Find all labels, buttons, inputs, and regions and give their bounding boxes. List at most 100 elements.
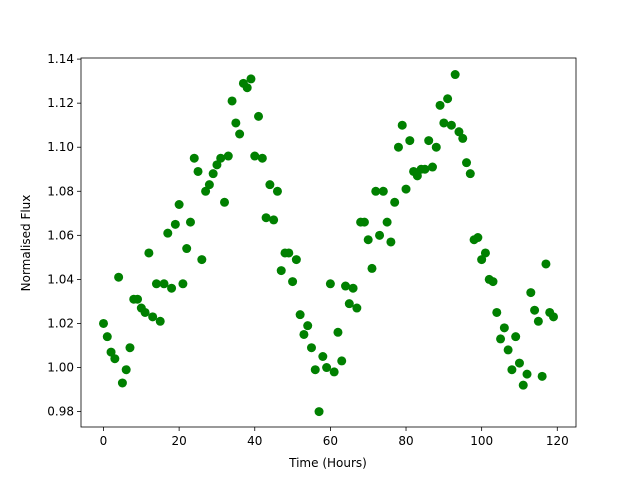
point bbox=[299, 329, 309, 339]
point bbox=[133, 294, 143, 304]
point bbox=[306, 343, 316, 353]
point bbox=[291, 255, 301, 265]
point bbox=[314, 407, 324, 417]
point bbox=[261, 213, 271, 223]
point bbox=[208, 169, 218, 179]
point bbox=[155, 316, 165, 326]
point bbox=[257, 153, 267, 163]
point bbox=[375, 230, 385, 240]
point bbox=[201, 186, 211, 196]
x-tick-label: 120 bbox=[546, 434, 569, 448]
point bbox=[167, 283, 177, 293]
x-tick-label: 0 bbox=[100, 434, 108, 448]
x-tick-label: 80 bbox=[398, 434, 413, 448]
point bbox=[514, 358, 524, 368]
point bbox=[454, 127, 464, 137]
point bbox=[378, 186, 388, 196]
point bbox=[499, 323, 509, 333]
point bbox=[480, 248, 490, 258]
point bbox=[397, 120, 407, 130]
point bbox=[106, 347, 116, 357]
point bbox=[114, 272, 124, 282]
point bbox=[216, 153, 226, 163]
point bbox=[144, 248, 154, 258]
point bbox=[193, 166, 203, 176]
point bbox=[352, 303, 362, 313]
point bbox=[295, 310, 305, 320]
point bbox=[511, 332, 521, 342]
point bbox=[329, 367, 339, 377]
point bbox=[477, 255, 487, 265]
point bbox=[269, 215, 279, 225]
point bbox=[348, 283, 358, 293]
point bbox=[344, 299, 354, 309]
point bbox=[359, 217, 369, 227]
y-tick-label: 1.06 bbox=[47, 228, 74, 242]
point bbox=[246, 74, 256, 84]
plot-frame bbox=[80, 57, 577, 428]
y-axis-label: Normalised Flux bbox=[19, 195, 33, 292]
point bbox=[371, 186, 381, 196]
x-tick-label: 20 bbox=[171, 434, 186, 448]
point bbox=[159, 279, 169, 289]
point bbox=[526, 288, 536, 298]
point bbox=[458, 133, 468, 143]
point bbox=[189, 153, 199, 163]
point bbox=[303, 321, 313, 331]
x-axis-label: Time (Hours) bbox=[288, 456, 367, 470]
y-tick-label: 0.98 bbox=[47, 405, 74, 419]
point bbox=[227, 96, 237, 106]
point bbox=[197, 255, 207, 265]
point bbox=[174, 199, 184, 209]
point bbox=[492, 307, 502, 317]
point bbox=[170, 219, 180, 229]
point bbox=[242, 83, 252, 93]
point bbox=[530, 305, 540, 315]
point bbox=[390, 197, 400, 207]
y-tick-label: 1.12 bbox=[47, 96, 74, 110]
point bbox=[533, 316, 543, 326]
point bbox=[367, 263, 377, 273]
point bbox=[393, 142, 403, 152]
point bbox=[401, 184, 411, 194]
point bbox=[185, 217, 195, 227]
point bbox=[549, 312, 558, 322]
point bbox=[110, 354, 120, 364]
point bbox=[310, 365, 320, 375]
point bbox=[473, 233, 483, 243]
point bbox=[212, 160, 222, 170]
point bbox=[435, 100, 445, 110]
point bbox=[522, 369, 532, 379]
point bbox=[443, 94, 453, 104]
point bbox=[341, 281, 351, 291]
point bbox=[276, 266, 286, 276]
point bbox=[465, 169, 475, 179]
point bbox=[231, 118, 241, 128]
point bbox=[288, 277, 298, 287]
point bbox=[333, 327, 343, 337]
point bbox=[254, 111, 264, 121]
point bbox=[325, 279, 335, 289]
point bbox=[163, 228, 173, 238]
point bbox=[462, 158, 472, 168]
point bbox=[503, 345, 513, 355]
point bbox=[284, 248, 294, 258]
y-tick-label: 1.02 bbox=[47, 316, 74, 330]
point bbox=[431, 142, 441, 152]
y-tick-label: 1.10 bbox=[47, 140, 74, 154]
point bbox=[439, 118, 449, 128]
point bbox=[223, 151, 233, 161]
point bbox=[337, 356, 347, 366]
point bbox=[488, 277, 498, 287]
point bbox=[518, 380, 528, 390]
point bbox=[541, 259, 551, 269]
point bbox=[151, 279, 161, 289]
point bbox=[420, 164, 430, 174]
point bbox=[450, 70, 460, 80]
y-tick-label: 1.04 bbox=[47, 272, 74, 286]
point bbox=[99, 318, 108, 328]
point bbox=[178, 279, 188, 289]
point bbox=[220, 197, 230, 207]
point bbox=[424, 136, 434, 146]
